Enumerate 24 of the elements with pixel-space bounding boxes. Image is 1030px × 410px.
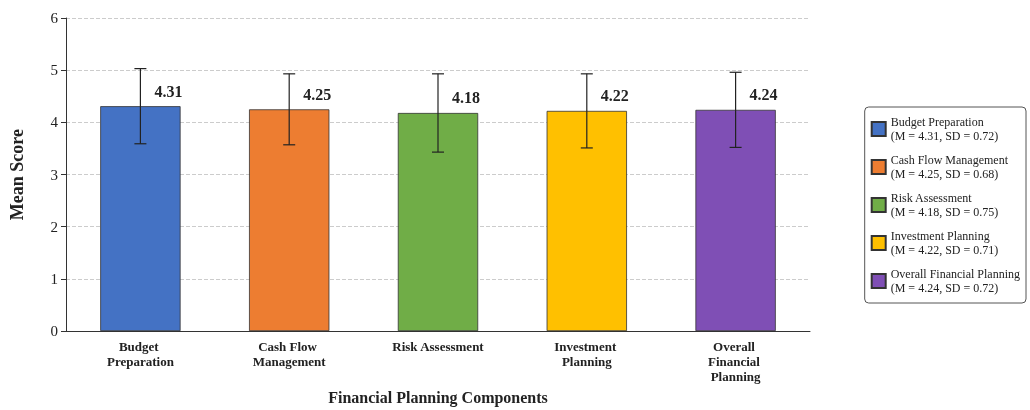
x-tick-label: Investment Planning [554,339,620,370]
y-axis-title: Mean Score [7,128,27,221]
x-axis-title: Financial Planning Components [328,388,548,407]
x-tick-label: Cash Flow Management [252,339,327,370]
x-tick-label: Risk Assessment [392,339,485,355]
legend-label: Budget Preparation (M = 4.31, SD = 0.72) [890,115,999,143]
data-label: 4.18 [452,89,480,107]
legend-label: Investment Planning (M = 4.22, SD = 0.71) [890,229,999,257]
y-tick-label: 0 [50,323,58,340]
data-label: 4.22 [600,87,629,105]
y-tick-label: 6 [50,10,59,26]
x-tick-label: Budget Preparation [106,339,175,370]
y-tick-label: 4 [50,114,59,131]
legend-label: Cash Flow Management (M = 4.25, SD = 0.68) [890,153,1009,181]
data-label: 4.25 [303,85,332,103]
y-tick-label: 1 [50,270,58,287]
legend-label: Risk Assessment (M = 4.18, SD = 0.75) [890,191,999,219]
legend-label: Overall Financial Planning (M = 4.24, SD = 0.72) [890,267,1021,295]
y-tick-label: 5 [50,62,58,79]
data-label: 4.31 [154,82,183,100]
y-tick-label: 2 [50,218,58,235]
x-tick-label: Overall Financial Planning [707,339,764,385]
y-tick-label: 3 [50,166,58,183]
data-label: 4.24 [749,86,778,104]
